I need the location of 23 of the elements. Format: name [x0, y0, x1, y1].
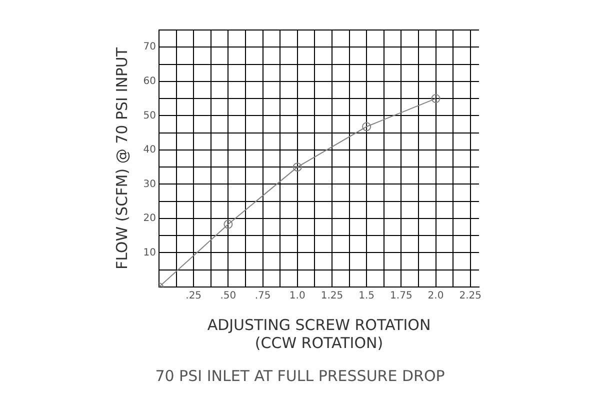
y-axis-title: FLOW (SCFM) @ 70 PSI INPUT: [112, 46, 131, 270]
point: [292, 162, 302, 172]
point: [362, 122, 372, 132]
x-tick-label: .75: [254, 290, 271, 302]
text: 70 PSI INLET AT FULL PRESSURE DROP: [155, 366, 445, 385]
x-tick-label: 2.0: [428, 290, 444, 302]
x-tick-label: .50: [220, 290, 236, 302]
x-tick-label: 1.75: [390, 290, 412, 302]
x-tick-label: 1.5: [358, 290, 375, 302]
y-tick-label: 70: [143, 42, 156, 53]
point: [431, 94, 440, 104]
x-tick-label: 1.25: [320, 290, 344, 302]
x-axis-title: ADJUSTING SCREW ROTATION (CCW ROTATION): [207, 316, 431, 352]
y-tick-label: 50: [143, 110, 156, 122]
x-tick-label: 1.0: [289, 290, 306, 302]
y-tick-label: 60: [143, 76, 156, 87]
x-tick-label: .25: [186, 290, 202, 302]
y-tick-label: 40: [143, 144, 156, 156]
y-tick-label: 20: [143, 213, 156, 224]
y-tick-label: 10: [143, 247, 156, 258]
x-tick-label: 2.25: [459, 290, 482, 302]
point: [224, 220, 233, 229]
y-tick-label: 30: [143, 178, 156, 190]
